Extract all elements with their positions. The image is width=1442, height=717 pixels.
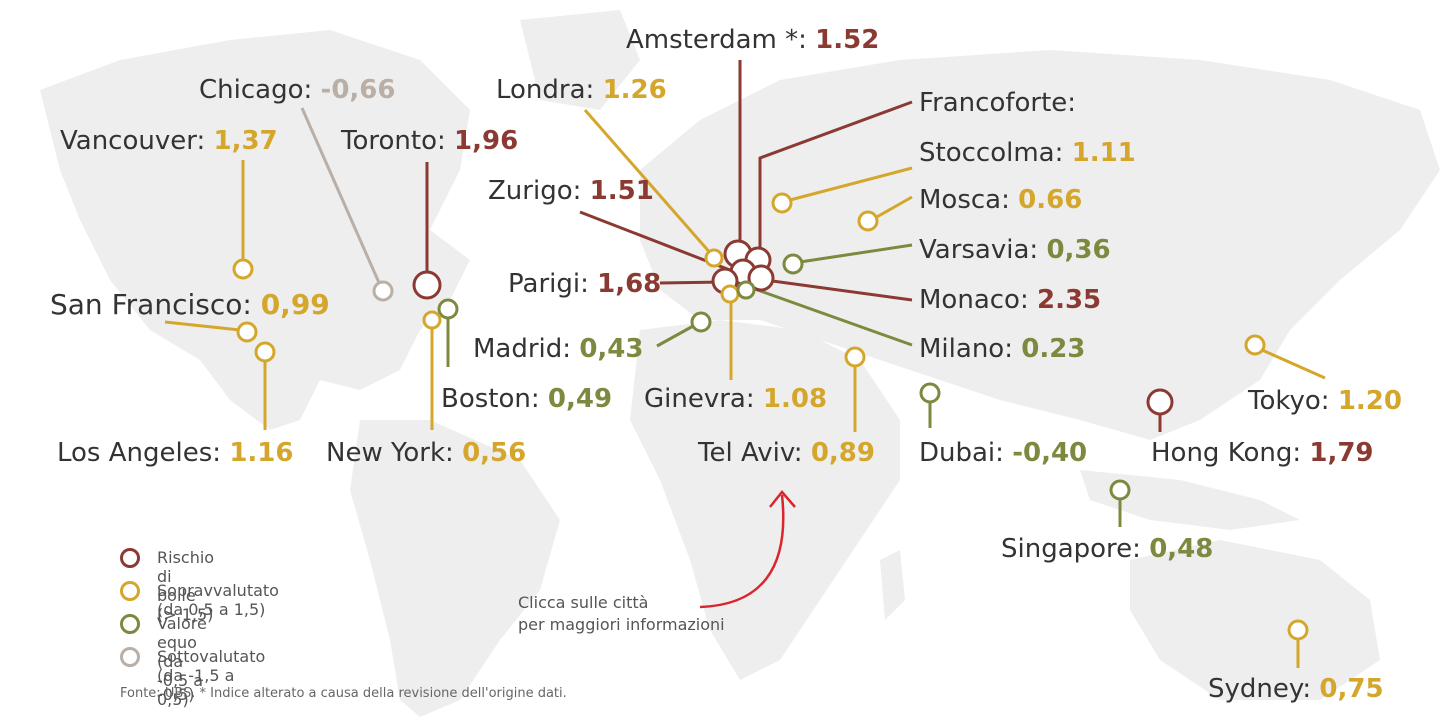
legend-circle-icon (120, 614, 140, 634)
legend-circle-icon (120, 581, 140, 601)
label-parigi[interactable]: Parigi: 1,68 (508, 269, 662, 299)
marker-hongkong (1146, 388, 1174, 416)
continents (40, 10, 1440, 717)
label-zurigo[interactable]: Zurigo: 1.51 (488, 176, 654, 206)
cta-text: Clicca sulle città per maggiori informaz… (518, 593, 725, 634)
marker-ginevra (720, 284, 740, 304)
marker-stoccolma (771, 192, 793, 214)
marker-madrid (690, 311, 712, 333)
marker-varsavia (782, 253, 804, 275)
label-varsavia[interactable]: Varsavia: 0,36 (919, 235, 1111, 265)
label-singapore[interactable]: Singapore: 0,48 (1001, 534, 1214, 564)
label-dubai[interactable]: Dubai: -0,40 (919, 438, 1088, 468)
label-mosca[interactable]: Mosca: 0.66 (919, 185, 1083, 215)
marker-sanfrancisco (236, 321, 258, 343)
label-londra[interactable]: Londra: 1.26 (496, 75, 667, 105)
marker-monaco (747, 264, 775, 292)
label-hongkong[interactable]: Hong Kong: 1,79 (1151, 438, 1374, 468)
legend-circle-icon (120, 647, 140, 667)
cta-arrow (699, 490, 796, 609)
source-note: Fonte: UBS. * Indice alterato a causa de… (120, 686, 567, 701)
label-francoforte[interactable]: Francoforte: (919, 88, 1077, 118)
marker-telaviv (844, 346, 866, 368)
label-losangeles[interactable]: Los Angeles: 1.16 (57, 438, 294, 468)
marker-chicago (372, 280, 394, 302)
label-stoccolma[interactable]: Stoccolma: 1.11 (919, 138, 1136, 168)
markers[interactable] (164, 60, 1326, 668)
legend-circle-icon (120, 548, 140, 568)
label-sydney[interactable]: Sydney: 0,75 (1208, 674, 1384, 704)
marker-londra (704, 248, 724, 268)
label-vancouver[interactable]: Vancouver: 1,37 (60, 126, 278, 156)
label-amsterdam[interactable]: Amsterdam *: 1.52 (626, 25, 880, 55)
label-milano[interactable]: Milano: 0.23 (919, 334, 1086, 364)
marker-losangeles (254, 341, 276, 363)
marker-sydney (1287, 619, 1309, 641)
marker-dubai (919, 382, 941, 404)
marker-mosca (857, 210, 879, 232)
label-tokyo[interactable]: Tokyo: 1.20 (1248, 386, 1402, 416)
label-newyork[interactable]: New York: 0,56 (326, 438, 527, 468)
marker-toronto (412, 270, 442, 300)
label-toronto[interactable]: Toronto: 1,96 (341, 126, 519, 156)
label-boston[interactable]: Boston: 0,49 (441, 384, 613, 414)
marker-tokyo (1244, 334, 1266, 356)
label-ginevra[interactable]: Ginevra: 1.08 (644, 384, 828, 414)
label-sanfrancisco[interactable]: San Francisco: 0,99 (50, 288, 330, 321)
marker-singapore (1109, 479, 1131, 501)
marker-newyork (422, 310, 442, 330)
label-telaviv[interactable]: Tel Aviv: 0,89 (698, 438, 875, 468)
label-monaco[interactable]: Monaco: 2.35 (919, 285, 1102, 315)
marker-boston (437, 298, 459, 320)
marker-vancouver (232, 258, 254, 280)
marker-milano (736, 280, 756, 300)
label-madrid[interactable]: Madrid: 0,43 (473, 334, 644, 364)
label-chicago[interactable]: Chicago: -0,66 (199, 75, 396, 105)
